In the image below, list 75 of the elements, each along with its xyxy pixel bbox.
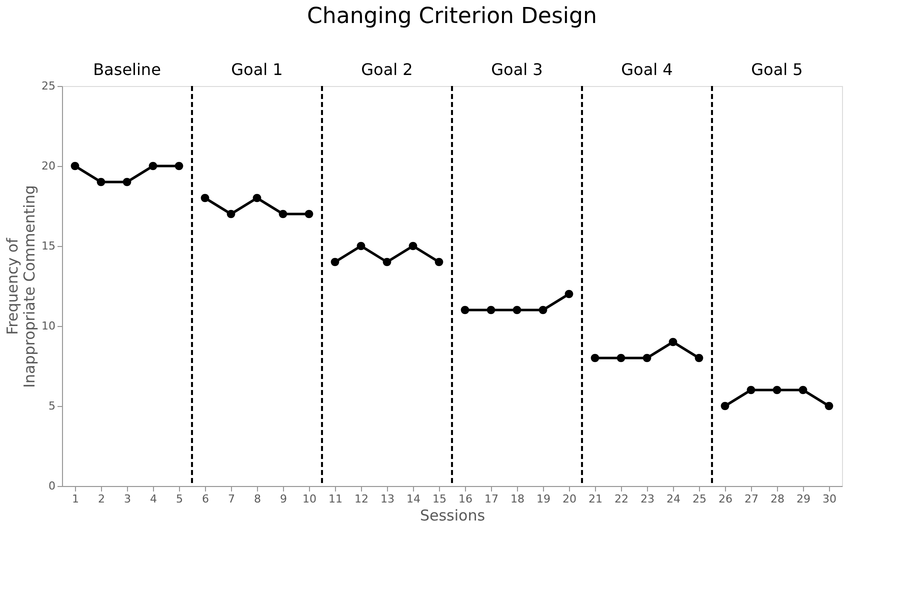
- point: [512, 306, 522, 314]
- text: Goal 5: [751, 60, 803, 79]
- point: [304, 210, 314, 218]
- x-tick-label: 19: [536, 492, 550, 506]
- x-tick-label: 12: [354, 492, 368, 506]
- point: [616, 354, 626, 362]
- text: Goal 1: [231, 60, 283, 79]
- x-tick-label: 14: [406, 492, 420, 506]
- x-tick-label: 30: [822, 492, 836, 506]
- point: [122, 178, 132, 186]
- x-tick-label: 8: [254, 492, 261, 506]
- y-tick-label: 15: [42, 240, 56, 252]
- point: [668, 338, 678, 346]
- x-tick-label: 18: [510, 492, 524, 506]
- point: [408, 242, 418, 250]
- point: [330, 258, 340, 266]
- point: [252, 194, 262, 202]
- y-tick-label: 25: [42, 80, 56, 92]
- y-tick-label: 10: [42, 320, 56, 332]
- x-tick-label: 10: [302, 492, 316, 506]
- y-tick-label: 0: [48, 480, 56, 492]
- point: [590, 354, 600, 362]
- x-tick-label: 28: [770, 492, 784, 506]
- y-axis-title: Frequency of Inappropriate Commenting: [4, 185, 39, 388]
- point: [174, 162, 184, 170]
- point: [720, 402, 730, 410]
- x-tick-label: 27: [744, 492, 758, 506]
- point: [460, 306, 470, 314]
- point: [746, 386, 756, 394]
- x-tick-label: 5: [176, 492, 183, 506]
- point: [226, 210, 236, 218]
- x-tick-label: 6: [202, 492, 209, 506]
- x-tick-label: 24: [666, 492, 680, 506]
- point: [434, 258, 444, 266]
- point: [824, 402, 834, 410]
- x-tick-label: 9: [280, 492, 287, 506]
- point: [70, 162, 80, 170]
- point: [382, 258, 392, 266]
- x-tick-label: 7: [228, 492, 235, 506]
- point: [798, 386, 808, 394]
- point: [538, 306, 548, 314]
- x-tick-label: 1: [72, 492, 79, 506]
- x-tick-label: 25: [692, 492, 706, 506]
- x-tick-label: 15: [432, 492, 446, 506]
- y-tick-label: 20: [42, 160, 56, 172]
- x-tick-label: 26: [718, 492, 732, 506]
- point: [148, 162, 158, 170]
- point: [642, 354, 652, 362]
- text: Goal 3: [491, 60, 543, 79]
- text: Goal 4: [621, 60, 673, 79]
- point: [356, 242, 366, 250]
- x-tick-label: 2: [98, 492, 105, 506]
- text: Baseline: [93, 60, 161, 79]
- point: [694, 354, 704, 362]
- point: [96, 178, 106, 186]
- x-tick-label: 11: [328, 492, 342, 506]
- x-axis-title: Sessions: [420, 506, 486, 524]
- x-tick-label: 13: [380, 492, 394, 506]
- point: [278, 210, 288, 218]
- text: Goal 2: [361, 60, 413, 79]
- x-tick-label: 20: [562, 492, 576, 506]
- point: [200, 194, 210, 202]
- x-tick-label: 4: [150, 492, 157, 506]
- point: [564, 290, 574, 298]
- x-tick-label: 23: [640, 492, 654, 506]
- x-tick-label: 16: [458, 492, 472, 506]
- x-tick-label: 21: [588, 492, 602, 506]
- chart-title: Changing Criterion Design: [307, 4, 597, 29]
- x-tick-label: 17: [484, 492, 498, 506]
- point: [772, 386, 782, 394]
- x-tick-label: 29: [796, 492, 810, 506]
- x-tick-label: 22: [614, 492, 628, 506]
- point: [486, 306, 496, 314]
- y-tick-label: 5: [48, 400, 56, 412]
- x-tick-label: 3: [124, 492, 131, 506]
